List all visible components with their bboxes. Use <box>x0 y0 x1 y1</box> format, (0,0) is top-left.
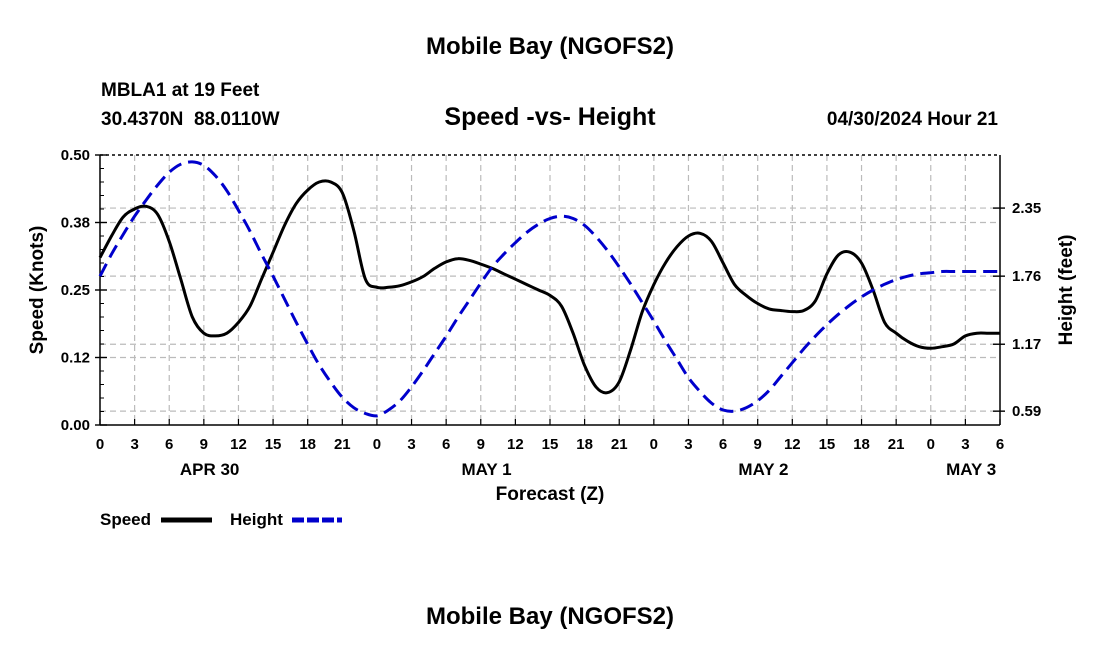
date-label: MAY 1 <box>461 460 511 479</box>
x-tick-label: 21 <box>334 436 351 453</box>
page-title: Mobile Bay (NGOFS2) <box>426 33 674 60</box>
x-tick-label: 0 <box>96 436 104 453</box>
series-line-height <box>98 160 1000 418</box>
y-tick-label-right: 0.59 <box>1012 403 1041 420</box>
x-tick-label: 0 <box>927 436 935 453</box>
series-line-speed <box>98 179 1000 395</box>
x-tick-label: 18 <box>853 436 870 453</box>
x-tick-label: 18 <box>576 436 593 453</box>
y-tick-label-right: 1.17 <box>1012 336 1041 353</box>
x-tick-label: 6 <box>165 436 173 453</box>
x-tick-label: 9 <box>200 436 208 453</box>
y-tick-label-left: 0.25 <box>61 282 90 299</box>
x-tick-label: 0 <box>373 436 381 453</box>
x-tick-label: 3 <box>407 436 415 453</box>
x-tick-label: 6 <box>442 436 450 453</box>
date-label: MAY 2 <box>738 460 788 479</box>
x-tick-label: 9 <box>477 436 485 453</box>
x-tick-label: 15 <box>542 436 559 453</box>
x-tick-label: 21 <box>611 436 628 453</box>
x-tick-label: 21 <box>888 436 905 453</box>
chart-title: Speed -vs- Height <box>444 103 656 131</box>
x-tick-label: 12 <box>784 436 801 453</box>
forecast-timestamp: 04/30/2024 Hour 21 <box>827 109 999 130</box>
x-tick-label: 6 <box>996 436 1004 453</box>
axis-ticks: 0 3 6 9 12 15 18 21 0 3 6 9 12 15 18 21 0 3 6 9 12 15 18 21 0 3 6A… <box>61 147 1041 479</box>
station-coordinates: 30.4370N 88.0110W <box>101 109 280 130</box>
x-tick-label: 15 <box>265 436 282 453</box>
series-layer <box>98 160 1000 418</box>
legend-label-speed: Speed <box>100 510 151 529</box>
date-label: MAY 3 <box>946 460 996 479</box>
grid-lines <box>100 155 1000 425</box>
y-tick-label-left: 0.00 <box>61 417 90 434</box>
y-axis-label-left: Speed (Knots) <box>27 226 48 355</box>
legend-label-height: Height <box>230 510 283 529</box>
y-tick-label-right: 2.35 <box>1012 200 1041 217</box>
x-tick-label: 0 <box>650 436 658 453</box>
x-tick-label: 3 <box>130 436 138 453</box>
y-tick-label-left: 0.12 <box>61 350 90 367</box>
y-tick-label-left: 0.38 <box>61 215 90 232</box>
x-tick-label: 12 <box>507 436 524 453</box>
x-tick-label: 3 <box>961 436 969 453</box>
x-tick-label: 18 <box>299 436 316 453</box>
y-tick-label-right: 1.76 <box>1012 268 1041 285</box>
footer-title: Mobile Bay (NGOFS2) <box>426 603 674 630</box>
x-tick-label: 15 <box>819 436 836 453</box>
x-tick-label: 9 <box>754 436 762 453</box>
y-axis-label-right: Height (feet) <box>1056 235 1077 346</box>
station-name: MBLA1 at 19 Feet <box>101 80 260 101</box>
x-tick-label: 6 <box>719 436 727 453</box>
y-tick-label-left: 0.50 <box>61 147 90 164</box>
x-tick-label: 12 <box>230 436 247 453</box>
x-axis-label: Forecast (Z) <box>496 484 605 505</box>
legend: Speed Height <box>100 510 342 529</box>
x-tick-label: 3 <box>684 436 692 453</box>
date-label: APR 30 <box>180 460 240 479</box>
